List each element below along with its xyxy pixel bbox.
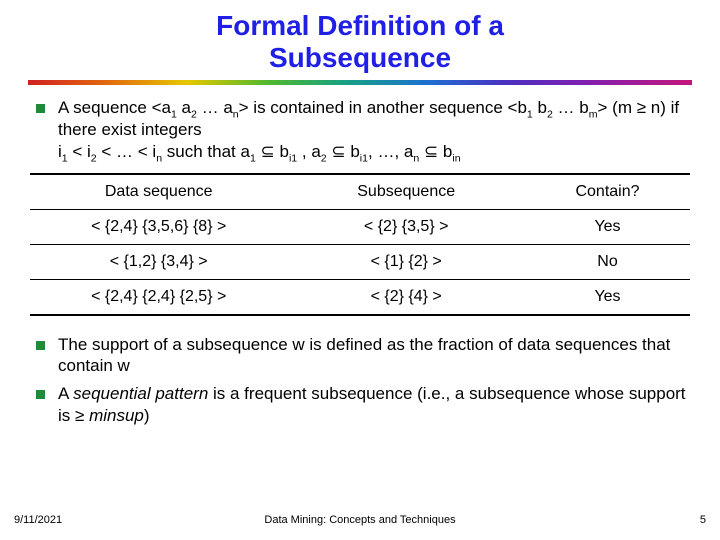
slide-title: Formal Definition of a Subsequence — [28, 10, 692, 74]
cell-subseq: < {2} {3,5} > — [287, 209, 525, 244]
cell-contain: Yes — [525, 209, 690, 244]
table-row: < {2,4} {2,4} {2,5} > < {2} {4} > Yes — [30, 279, 690, 315]
table-row: < {1,2} {3,4} > < {1} {2} > No — [30, 244, 690, 279]
cell-data-seq: < {1,2} {3,4} > — [30, 244, 287, 279]
title-line-2: Subsequence — [269, 42, 451, 73]
table-row: < {2,4} {3,5,6} {8} > < {2} {3,5} > Yes — [30, 209, 690, 244]
slide: Formal Definition of a Subsequence A seq… — [0, 0, 720, 540]
bullet-definition: A sequence <a1 a2 … an> is contained in … — [30, 97, 690, 162]
col-header-subseq: Subsequence — [287, 174, 525, 210]
footer-center: Data Mining: Concepts and Techniques — [0, 514, 720, 526]
table-header-row: Data sequence Subsequence Contain? — [30, 174, 690, 210]
cell-data-seq: < {2,4} {3,5,6} {8} > — [30, 209, 287, 244]
col-header-data-seq: Data sequence — [30, 174, 287, 210]
col-header-contain: Contain? — [525, 174, 690, 210]
bullet-seq-pattern: A sequential pattern is a frequent subse… — [30, 383, 690, 427]
content-area: A sequence <a1 a2 … an> is contained in … — [28, 97, 692, 426]
footer-page-number: 5 — [700, 514, 706, 526]
bullet-list-bottom: The support of a subsequence w is define… — [30, 334, 690, 427]
cell-contain: No — [525, 244, 690, 279]
rainbow-divider — [28, 80, 692, 85]
title-line-1: Formal Definition of a — [216, 10, 504, 41]
bullet-support: The support of a subsequence w is define… — [30, 334, 690, 378]
example-table: Data sequence Subsequence Contain? < {2,… — [30, 173, 690, 316]
cell-contain: Yes — [525, 279, 690, 315]
bullet-list-top: A sequence <a1 a2 … an> is contained in … — [30, 97, 690, 162]
cell-data-seq: < {2,4} {2,4} {2,5} > — [30, 279, 287, 315]
cell-subseq: < {1} {2} > — [287, 244, 525, 279]
cell-subseq: < {2} {4} > — [287, 279, 525, 315]
